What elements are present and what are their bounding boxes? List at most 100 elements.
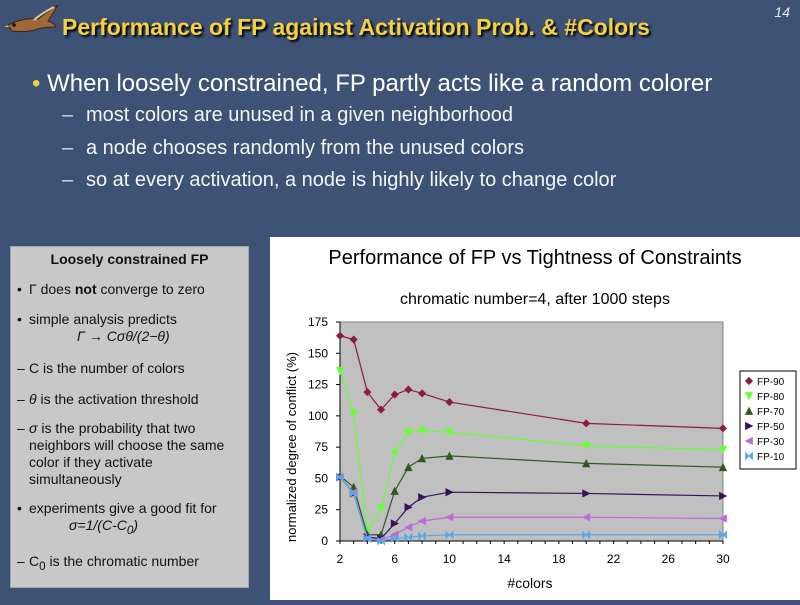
- data-point-fp-90: [349, 335, 358, 344]
- x-tick-label: 18: [552, 552, 566, 566]
- dash-icon: –: [62, 169, 74, 191]
- data-point-fp-80: [718, 445, 728, 455]
- legend-marker-fp-50: [745, 421, 754, 431]
- data-point-fp-30: [403, 523, 413, 532]
- data-point-fp-80: [376, 504, 386, 513]
- y-axis-label: normalized degree of conflict (%): [284, 352, 299, 542]
- y-tick-label: 175: [308, 315, 328, 329]
- data-point-fp-10: [363, 534, 372, 543]
- box-item: • experiments give a good fit for σ=1/(C-…: [17, 500, 244, 539]
- legend-label: FP-80: [757, 392, 785, 403]
- formula-text: σ=1/(C-C: [69, 517, 127, 533]
- data-point-fp-90: [363, 388, 372, 397]
- dash-icon: –: [17, 553, 25, 569]
- x-tick-label: 26: [662, 552, 676, 566]
- box-item: – C is the number of colors: [17, 360, 244, 377]
- legend-label: FP-50: [757, 422, 785, 433]
- series-line-fp-10: [339, 476, 723, 542]
- data-point-fp-10: [377, 536, 385, 546]
- box-item: – θ is the activation threshold: [17, 391, 244, 408]
- loosely-constrained-box: Loosely constrained FP • Γ does not conve…: [10, 246, 249, 588]
- data-point-fp-70: [404, 462, 413, 472]
- legend-label: FP-30: [757, 437, 785, 448]
- data-point-fp-80: [335, 366, 345, 376]
- data-point-fp-50: [445, 488, 454, 497]
- y-tick-label: 75: [315, 440, 329, 454]
- formula-text: ): [133, 517, 138, 533]
- sigma-symbol: σ: [29, 420, 38, 436]
- dash-icon: –: [17, 391, 25, 407]
- legend-marker-fp-70: [744, 406, 754, 415]
- box-text: C is the number of colors: [29, 360, 185, 376]
- data-point-fp-10: [404, 532, 413, 542]
- box-title: Loosely constrained FP: [50, 251, 209, 267]
- bullet-dot-icon: •: [32, 70, 41, 97]
- legend-label: FP-70: [757, 407, 785, 418]
- series-line-fp-70: [339, 455, 724, 536]
- data-point-fp-80: [445, 428, 454, 437]
- box-text: converge to zero: [96, 281, 205, 297]
- data-point-fp-70: [417, 454, 427, 463]
- data-point-fp-80: [349, 409, 358, 418]
- chart-subtitle: chromatic number=4, after 1000 steps: [400, 291, 670, 308]
- box-text-bold: not: [74, 281, 97, 297]
- data-point-fp-80: [582, 441, 591, 451]
- box-text: is the probability that two neighbors wi…: [29, 420, 225, 487]
- sub-bullet-text: so at every activation, a node is highly…: [86, 169, 617, 191]
- series-line-fp-90: [339, 335, 724, 429]
- formula: Γ → Cσθ/(2−θ): [77, 328, 170, 344]
- data-point-fp-10: [336, 472, 344, 482]
- data-point-fp-10: [349, 488, 358, 498]
- x-tick-label: 22: [607, 552, 621, 566]
- data-point-fp-70: [445, 451, 454, 460]
- kestrel-bird-logo-icon: [4, 3, 60, 48]
- data-point-fp-90: [582, 419, 591, 428]
- sub-bullet-text: most colors are unused in a given neighb…: [86, 104, 513, 126]
- legend-marker-fp-30: [744, 436, 753, 446]
- data-point-fp-10: [582, 530, 591, 540]
- x-tick-label: 6: [391, 552, 398, 566]
- data-point-fp-90: [445, 398, 454, 407]
- data-point-fp-90: [376, 405, 386, 414]
- box-text: is the activation threshold: [36, 391, 199, 407]
- data-point-fp-50: [418, 493, 427, 502]
- chart-title: Performance of FP vs Tightness of Constr…: [328, 247, 741, 269]
- box-text: is the chromatic number: [45, 553, 199, 569]
- sub-bullet-text: a node chooses randomly from the unused …: [86, 137, 525, 159]
- data-point-fp-90: [390, 390, 399, 399]
- sub-bullet: – so at every activation, a node is highl…: [62, 169, 616, 192]
- y-tick-label: 0: [321, 534, 328, 548]
- page-number: 14: [774, 4, 790, 20]
- bullet-dot-icon: •: [17, 281, 22, 297]
- data-point-fp-70: [582, 459, 591, 468]
- data-point-fp-70: [390, 486, 399, 495]
- legend-marker-fp-90: [744, 376, 754, 386]
- data-point-fp-10: [445, 530, 454, 540]
- data-point-fp-50: [390, 519, 400, 528]
- dash-icon: –: [17, 420, 25, 436]
- legend-box: [739, 370, 797, 470]
- data-point-fp-80: [404, 428, 413, 437]
- box-text: Γ does: [29, 281, 75, 297]
- data-point-fp-80: [390, 449, 399, 458]
- box-text: C: [29, 553, 40, 569]
- box-item: • Γ does not converge to zero: [17, 281, 244, 298]
- dash-icon: –: [17, 360, 25, 376]
- data-point-fp-80: [417, 426, 427, 436]
- formula-subscript: 0: [126, 523, 134, 537]
- sub-bullet: – a node chooses randomly from the unused…: [62, 137, 524, 160]
- data-point-fp-90: [418, 389, 427, 398]
- data-point-fp-50: [404, 503, 413, 512]
- main-bullet-text: When loosely constrained, FP partly acts…: [47, 70, 713, 97]
- bullet-dot-icon: •: [17, 500, 22, 516]
- line-chart: Performance of FP vs Tightness of Constr…: [284, 247, 797, 591]
- legend-marker-fp-10: [745, 451, 753, 461]
- x-tick-label: 10: [443, 552, 457, 566]
- data-point-fp-30: [417, 516, 426, 526]
- slide-title: Performance of FP against Activation Pro…: [62, 14, 650, 40]
- box-item: • simple analysis predicts Γ → Cσθ/(2−θ): [17, 311, 244, 345]
- dash-icon: –: [62, 104, 74, 126]
- data-point-fp-30: [445, 513, 454, 522]
- data-point-fp-50: [582, 489, 591, 498]
- formula: σ=1/(C-C0): [17, 517, 244, 539]
